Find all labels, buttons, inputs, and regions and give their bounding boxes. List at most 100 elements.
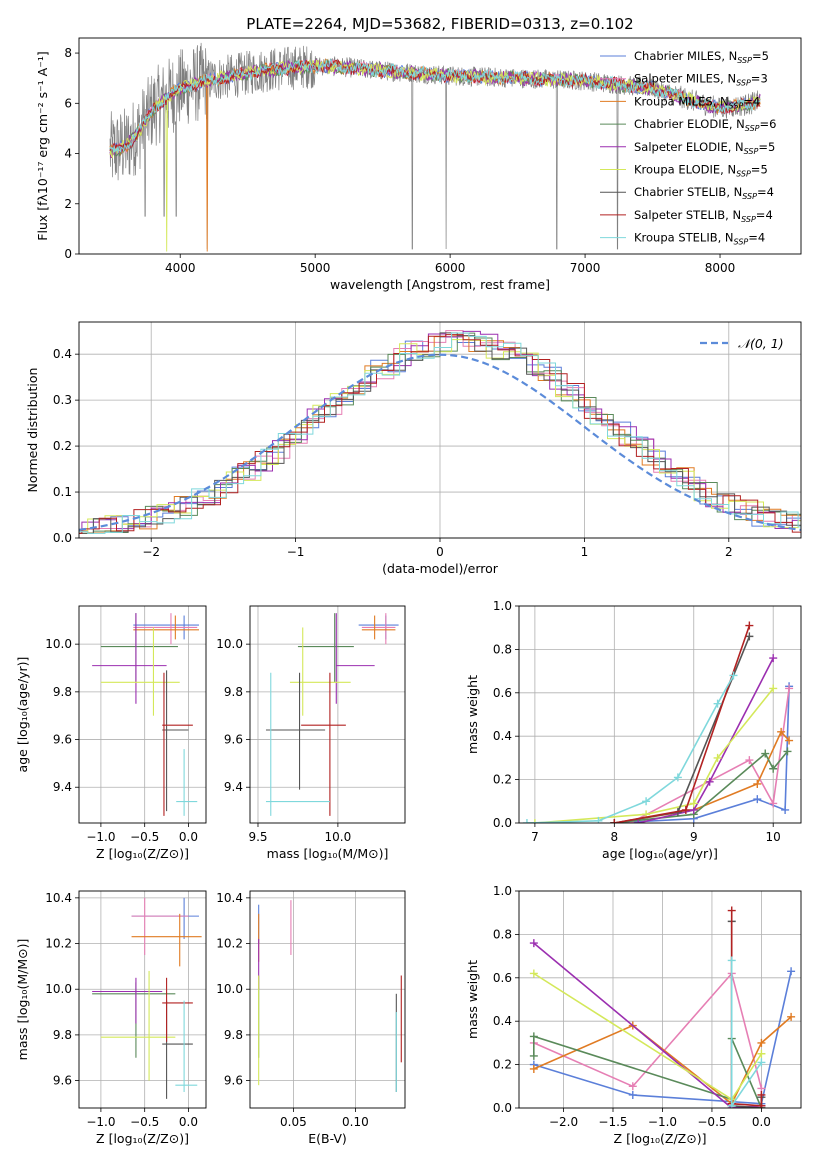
x-tick-label: −1.5 <box>598 1115 627 1129</box>
data-point <box>92 613 167 704</box>
x-axis-label: Z [log₁₀(Z/Z⊙)] <box>96 1131 189 1146</box>
legend-entry: Chabrier MILES, NSSP=5 <box>634 49 769 65</box>
y-tick-label: 10.0 <box>216 982 243 996</box>
axes-frame <box>249 605 406 824</box>
x-tick-label: 6000 <box>435 261 466 275</box>
plot-area <box>258 900 402 1093</box>
weight-point <box>769 764 778 773</box>
plot-area <box>529 906 796 1108</box>
weight-series-line <box>526 675 735 823</box>
data-point <box>133 613 198 645</box>
y-tick-label: 0.0 <box>53 531 72 545</box>
x-tick-label: −1.0 <box>86 830 115 844</box>
x-tick-label: 2 <box>725 545 733 559</box>
weight-point <box>769 799 778 808</box>
x-tick-label: 0.0 <box>179 1115 198 1129</box>
y-tick-label: 9.8 <box>224 1028 243 1042</box>
x-tick-label: 9.5 <box>248 830 267 844</box>
y-tick-label: 10.2 <box>45 937 72 951</box>
weight-series-line <box>533 971 792 1105</box>
x-tick-label: 0.0 <box>179 830 198 844</box>
weight-series-line <box>614 730 790 823</box>
weight-series-line <box>533 971 763 1089</box>
y-tick-label: 0.2 <box>493 1058 512 1072</box>
data-point <box>175 1000 198 1093</box>
y-tick-label: 10.2 <box>216 937 243 951</box>
data-point <box>162 977 193 1042</box>
residual-histogram <box>79 332 801 534</box>
weight-point <box>757 1049 766 1058</box>
x-tick-label: −0.5 <box>697 1115 726 1129</box>
x-tick-label: −0.5 <box>130 1115 159 1129</box>
legend-entry: Salpeter STELIB, NSSP=4 <box>634 208 773 224</box>
y-tick-label: 8 <box>64 46 72 60</box>
legend-entry: Kroupa STELIB, NSSP=4 <box>634 231 765 247</box>
x-axis-label: mass [log₁₀(M/M⊙)] <box>267 846 389 861</box>
gaussian-curve <box>79 353 801 531</box>
y-tick-label: 9.8 <box>224 685 243 699</box>
weight-point <box>745 632 754 641</box>
x-axis-label: E(B-V) <box>308 1131 347 1146</box>
legend-entry: Chabrier STELIB, NSSP=4 <box>634 185 774 201</box>
weight-point <box>529 1032 538 1041</box>
x-tick-label: 7000 <box>570 261 601 275</box>
y-tick-label: 2 <box>64 197 72 211</box>
x-tick-label: 10 <box>766 830 781 844</box>
model-spectrum <box>109 59 761 252</box>
legend-entry: Salpeter ELODIE, NSSP=5 <box>634 140 775 156</box>
weight-point <box>529 939 538 948</box>
weight-point <box>757 1101 766 1108</box>
weight-point <box>522 819 531 823</box>
weight-point <box>610 819 619 823</box>
weight-point <box>713 753 722 762</box>
axes-frame <box>518 890 802 1109</box>
weight-point <box>727 956 736 965</box>
panel-weight-z: −2.0 −1.5 −1.0 −0.5 0.0 0.0 0.2 0.4 0.6 0.8 1.0 Z [… <box>465 884 802 1146</box>
axes-frame <box>78 605 207 824</box>
weight-series-line <box>629 688 790 823</box>
y-tick-label: 0.3 <box>53 393 72 407</box>
weight-point <box>529 1064 538 1073</box>
weight-point <box>727 906 736 915</box>
y-tick-label: 10.0 <box>45 637 72 651</box>
data-point <box>92 977 163 1024</box>
legend: Chabrier MILES, NSSP=5 Salpeter MILES, NS… <box>600 49 776 247</box>
weight-point <box>785 736 794 745</box>
x-tick-label: 8000 <box>705 261 736 275</box>
y-axis-label: age [log₁₀(age/yr)] <box>15 657 30 773</box>
weight-point <box>787 967 796 976</box>
weight-point <box>529 1051 538 1060</box>
x-tick-label: −1.0 <box>648 1115 677 1129</box>
weight-point <box>769 654 778 663</box>
x-tick-label: 0.10 <box>342 1115 369 1129</box>
x-tick-label: −2.0 <box>549 1115 578 1129</box>
y-tick-label: 0.6 <box>493 971 512 985</box>
x-axis-label: (data-model)/error <box>382 561 499 576</box>
x-tick-label: 0.0 <box>752 1115 771 1129</box>
y-tick-label: 10.4 <box>216 891 243 905</box>
chart-title: PLATE=2264, MJD=53682, FIBERID=0313, z=0… <box>246 15 633 33</box>
legend-entry: 𝒩(0, 1) <box>738 336 784 351</box>
y-tick-label: 0.4 <box>493 729 512 743</box>
y-tick-label: 9.6 <box>53 1074 72 1088</box>
weight-series-line <box>614 750 789 823</box>
y-tick-label: 9.4 <box>224 780 243 794</box>
y-tick-label: 10.4 <box>45 891 72 905</box>
y-tick-label: 4 <box>64 147 72 161</box>
observed-spectrum <box>109 42 761 250</box>
y-tick-label: 1.0 <box>493 884 512 898</box>
x-tick-label: 4000 <box>165 261 196 275</box>
panel-mass-z: −1.0 −0.5 0.0 9.6 9.8 10.0 10.2 10.4 Z [log₁₀(Z/… <box>15 890 207 1146</box>
plot-area <box>522 621 794 823</box>
x-tick-label: −1 <box>287 545 305 559</box>
data-point <box>131 913 202 967</box>
y-tick-label: 9.8 <box>53 1028 72 1042</box>
axes-frame <box>78 321 802 539</box>
weight-point <box>753 795 762 804</box>
axes-frame <box>249 890 406 1109</box>
plot-area <box>92 613 199 816</box>
data-point <box>301 672 346 816</box>
panel-age-mass: 9.5 10.0 9.4 9.6 9.8 10.0 mass [log₁₀(M/M⊙)] <box>216 605 406 861</box>
x-tick-label: 10.0 <box>325 830 352 844</box>
